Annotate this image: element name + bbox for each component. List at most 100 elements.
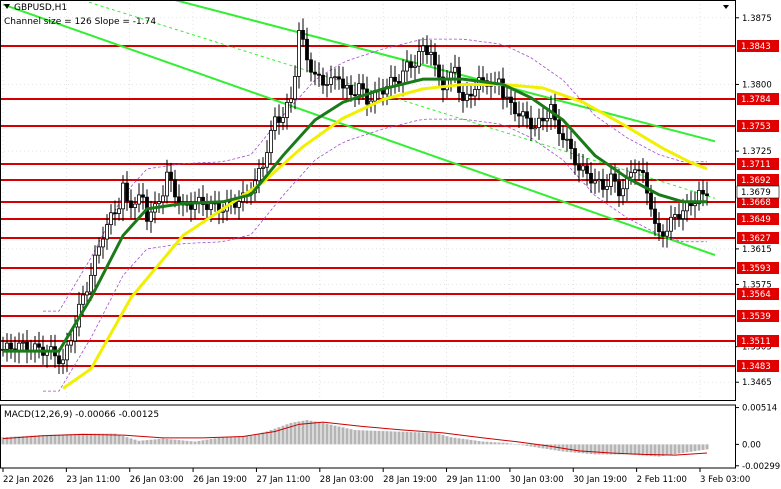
macd-bar: [537, 444, 541, 448]
candle-body: [685, 201, 689, 212]
candle-body: [337, 76, 341, 80]
candle-body: [529, 117, 533, 130]
candle-body: [645, 172, 649, 194]
candle-body: [545, 118, 549, 122]
macd-bar: [173, 439, 177, 445]
candle-body: [701, 189, 705, 195]
macd-bar: [409, 432, 413, 445]
candle-body: [533, 127, 537, 130]
macd-bar: [361, 430, 365, 445]
candle-body: [129, 200, 133, 208]
macd-bar: [669, 444, 673, 455]
candle-body: [633, 169, 637, 174]
candle-body: [81, 294, 85, 305]
macd-bar: [281, 425, 285, 445]
candle-body: [301, 29, 305, 40]
macd-bar: [589, 444, 593, 455]
candle-body: [341, 78, 345, 89]
candle-body: [465, 93, 469, 101]
macd-bar: [217, 437, 221, 445]
envelope-upper: [43, 38, 707, 312]
macd-bar: [393, 431, 397, 445]
candle-body: [693, 203, 697, 207]
level-label: 1.3711: [741, 160, 771, 170]
macd-bar: [397, 431, 401, 445]
macd-bar: [617, 444, 621, 455]
candle-body: [277, 116, 281, 123]
chart-frame: [0, 0, 736, 469]
candle-body: [629, 172, 633, 178]
dropdown-icon[interactable]: [4, 4, 10, 9]
candle-body: [617, 180, 621, 197]
current-price-label: 1.3679: [741, 188, 771, 198]
macd-bar: [569, 444, 573, 453]
price-frame: [0, 0, 736, 401]
macd-bar: [269, 430, 273, 445]
macd-bar: [585, 444, 589, 454]
candle-body: [273, 116, 277, 131]
candle-body: [605, 186, 609, 190]
level-label: 1.3627: [741, 234, 771, 244]
candle-body: [433, 51, 437, 66]
level-label-box: [737, 335, 779, 347]
candle-body: [169, 171, 173, 181]
level-label: 1.3784: [741, 95, 771, 105]
macd-bar: [653, 444, 657, 457]
macd-bar: [665, 444, 669, 456]
price-tick-label: 1.3615: [742, 245, 772, 255]
price-tick-label: 1.3800: [742, 80, 772, 90]
candle-body: [21, 341, 25, 344]
macd-bar: [693, 444, 697, 452]
macd-bar: [597, 444, 601, 455]
candle-body: [309, 59, 313, 73]
candle-body: [581, 165, 585, 171]
macd-bar: [689, 444, 693, 452]
macd-bar: [189, 441, 193, 445]
candle-body: [649, 192, 653, 210]
candle-body: [469, 93, 473, 97]
level-label-box: [737, 40, 779, 52]
macd-bar: [185, 440, 189, 445]
macd-bar: [45, 434, 49, 445]
macd-bar: [385, 431, 389, 445]
level-label-box: [737, 262, 779, 274]
macd-bar: [145, 440, 149, 445]
candle-body: [517, 113, 521, 117]
macd-bar: [465, 439, 469, 445]
level-label: 1.3539: [741, 312, 771, 322]
macd-bar: [373, 430, 377, 445]
macd-bar: [161, 438, 165, 445]
current-price-box: [736, 185, 780, 199]
candle-body: [601, 179, 605, 190]
candle-body: [417, 51, 421, 67]
channel-line-1: [174, 0, 716, 143]
macd-bar: [261, 432, 265, 445]
macd-bar: [197, 440, 201, 445]
macd-bar: [209, 439, 213, 445]
macd-bar: [289, 422, 293, 445]
level-label-box: [737, 360, 779, 372]
macd-bar: [661, 444, 665, 456]
macd-bar: [609, 444, 613, 455]
candle-body: [261, 166, 265, 169]
macd-bar: [169, 439, 173, 445]
macd-bar: [417, 432, 421, 445]
macd-bar: [481, 441, 485, 445]
candle-body: [421, 45, 425, 52]
collapse-icon[interactable]: [722, 3, 730, 11]
time-tick-label: 26 Jan 19:00: [193, 475, 247, 485]
macd-bar: [85, 433, 89, 445]
macd-bar: [113, 433, 117, 445]
candle-body: [205, 204, 209, 210]
macd-bar: [73, 433, 77, 445]
macd-bar: [137, 440, 141, 445]
candle-body: [501, 78, 505, 99]
macd-bar: [525, 444, 529, 446]
ma-fast-line: [3, 77, 707, 353]
moving-averages: [3, 77, 708, 390]
candle-body: [557, 119, 561, 134]
macd-bar: [509, 443, 513, 445]
price-tick-label: 1.3725: [742, 147, 772, 157]
time-tick-label: 28 Jan 03:00: [320, 475, 374, 485]
